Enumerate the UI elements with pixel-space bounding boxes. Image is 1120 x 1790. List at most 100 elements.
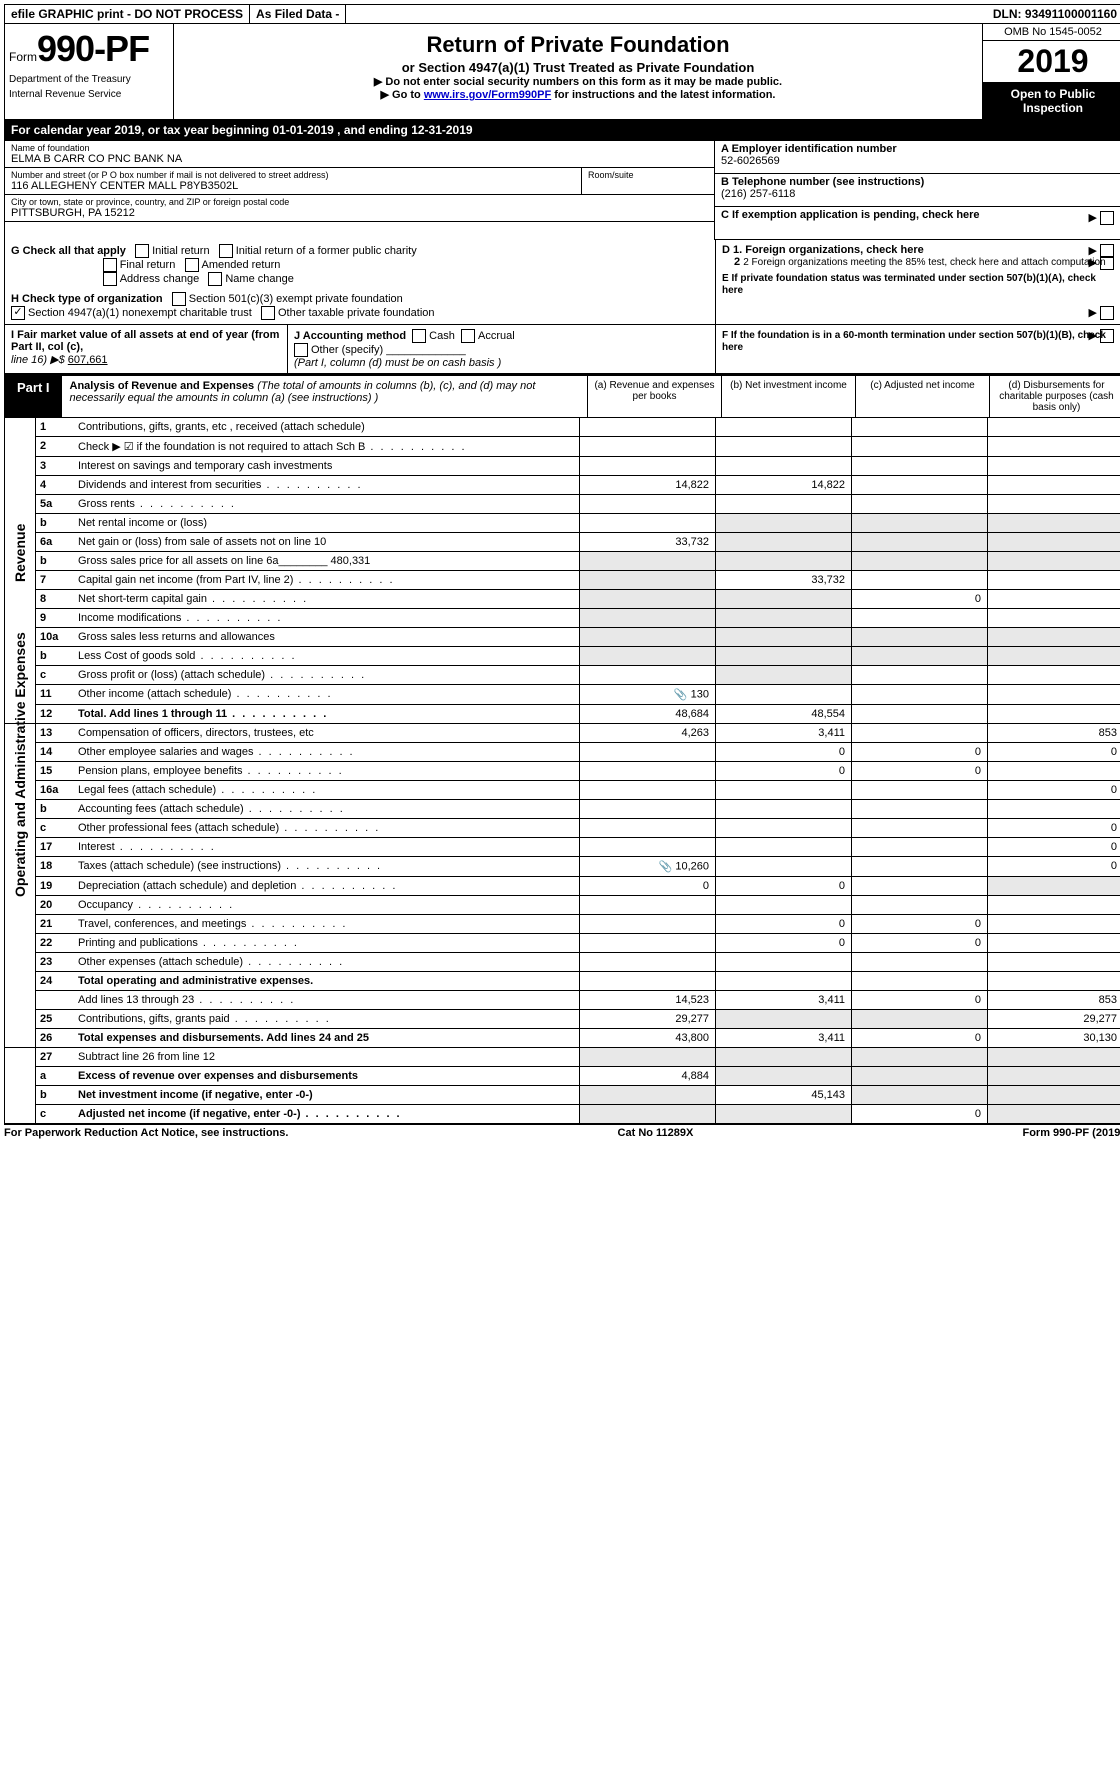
table-row: Revenue1Contributions, gifts, grants, et… bbox=[5, 418, 1120, 437]
line-desc: Gross rents bbox=[74, 495, 580, 514]
amount-cell: 33,732 bbox=[580, 533, 716, 552]
amount-cell bbox=[988, 590, 1120, 609]
amount-cell bbox=[852, 781, 988, 800]
amount-cell bbox=[852, 647, 988, 666]
amount-cell bbox=[988, 418, 1120, 437]
amount-cell: 0 bbox=[716, 915, 852, 934]
amount-cell bbox=[716, 1010, 852, 1029]
checkbox-c[interactable] bbox=[1100, 211, 1114, 225]
checkbox-d2[interactable] bbox=[1100, 256, 1114, 270]
header-mid: Return of Private Foundation or Section … bbox=[174, 24, 982, 119]
amount-cell: 0 bbox=[852, 1029, 988, 1048]
table-row: aExcess of revenue over expenses and dis… bbox=[5, 1067, 1120, 1086]
checkbox-f[interactable] bbox=[1100, 329, 1114, 343]
checkbox-name[interactable] bbox=[208, 272, 222, 286]
amount-cell bbox=[852, 514, 988, 533]
line-desc: Other professional fees (attach schedule… bbox=[74, 819, 580, 838]
line-number: 24 bbox=[36, 972, 75, 991]
line-desc: Subtract line 26 from line 12 bbox=[74, 1048, 580, 1067]
amount-cell: 45,143 bbox=[716, 1086, 852, 1105]
part1-desc: Analysis of Revenue and Expenses (The to… bbox=[62, 376, 588, 417]
line-number: 12 bbox=[36, 705, 75, 724]
checkbox-cash[interactable] bbox=[412, 329, 426, 343]
amount-cell: 14,822 bbox=[580, 476, 716, 495]
amount-cell bbox=[852, 495, 988, 514]
checkbox-other-tax[interactable] bbox=[261, 306, 275, 320]
col-b-hdr: (b) Net investment income bbox=[722, 376, 856, 417]
line-desc: Total operating and administrative expen… bbox=[74, 972, 580, 991]
table-row: 25Contributions, gifts, grants paid29,27… bbox=[5, 1010, 1120, 1029]
amount-cell bbox=[852, 896, 988, 915]
amount-cell: 3,411 bbox=[716, 724, 852, 743]
line-desc: Net gain or (loss) from sale of assets n… bbox=[74, 533, 580, 552]
line-desc: Printing and publications bbox=[74, 934, 580, 953]
checkbox-accrual[interactable] bbox=[461, 329, 475, 343]
line-desc: Other expenses (attach schedule) bbox=[74, 953, 580, 972]
amount-cell bbox=[716, 418, 852, 437]
checkbox-address[interactable] bbox=[103, 272, 117, 286]
line-number: 19 bbox=[36, 877, 75, 896]
amount-cell: 29,277 bbox=[580, 1010, 716, 1029]
amount-cell bbox=[988, 915, 1120, 934]
line-number: 4 bbox=[36, 476, 75, 495]
amount-cell bbox=[580, 1086, 716, 1105]
checkbox-initial[interactable] bbox=[135, 244, 149, 258]
line-number: 16a bbox=[36, 781, 75, 800]
line-number: 23 bbox=[36, 953, 75, 972]
line-desc: Legal fees (attach schedule) bbox=[74, 781, 580, 800]
amount-cell bbox=[852, 628, 988, 647]
amount-cell: 0 bbox=[580, 877, 716, 896]
table-row: 10aGross sales less returns and allowanc… bbox=[5, 628, 1120, 647]
amount-cell bbox=[852, 418, 988, 437]
amount-cell bbox=[852, 666, 988, 685]
table-row: 7Capital gain net income (from Part IV, … bbox=[5, 571, 1120, 590]
amount-cell bbox=[988, 647, 1120, 666]
amount-cell bbox=[716, 514, 852, 533]
line-desc: Occupancy bbox=[74, 896, 580, 915]
table-row: 22Printing and publications00 bbox=[5, 934, 1120, 953]
line-number: 21 bbox=[36, 915, 75, 934]
checkbox-e[interactable] bbox=[1100, 306, 1114, 320]
open-inspection: Open to Public Inspection bbox=[983, 83, 1120, 119]
amount-cell bbox=[580, 972, 716, 991]
attachment-icon[interactable]: 📎 bbox=[674, 688, 688, 701]
amount-cell bbox=[852, 533, 988, 552]
line-number: b bbox=[36, 800, 75, 819]
form-number: Form990-PF bbox=[9, 28, 169, 70]
line-desc: Net investment income (if negative, ente… bbox=[74, 1086, 580, 1105]
amount-cell bbox=[852, 609, 988, 628]
amount-cell bbox=[852, 1010, 988, 1029]
line-number: b bbox=[36, 552, 75, 571]
irs-link[interactable]: www.irs.gov/Form990PF bbox=[424, 89, 551, 101]
line-desc: Other employee salaries and wages bbox=[74, 743, 580, 762]
line-number: 27 bbox=[36, 1048, 75, 1067]
line-number: 8 bbox=[36, 590, 75, 609]
amount-cell: 4,263 bbox=[580, 724, 716, 743]
amount-cell: 0 bbox=[852, 1105, 988, 1124]
table-row: 23Other expenses (attach schedule) bbox=[5, 953, 1120, 972]
checkbox-amended[interactable] bbox=[185, 258, 199, 272]
amount-cell bbox=[716, 685, 852, 705]
attachment-icon[interactable]: 📎 bbox=[659, 860, 673, 873]
table-row: Operating and Administrative Expenses13C… bbox=[5, 724, 1120, 743]
amount-cell: 0 bbox=[716, 743, 852, 762]
form-title: Return of Private Foundation bbox=[180, 32, 976, 58]
checkbox-initial-former[interactable] bbox=[219, 244, 233, 258]
side-label: Operating and Administrative Expenses bbox=[5, 724, 36, 1048]
amount-cell bbox=[580, 762, 716, 781]
table-row: 9Income modifications bbox=[5, 609, 1120, 628]
checkbox-4947[interactable]: ✓ bbox=[11, 306, 25, 320]
amount-cell bbox=[580, 819, 716, 838]
table-row: 2Check ▶ ☑ if the foundation is not requ… bbox=[5, 437, 1120, 457]
amount-cell bbox=[852, 571, 988, 590]
checkbox-final[interactable] bbox=[103, 258, 117, 272]
line-number: a bbox=[36, 1067, 75, 1086]
table-row: 18Taxes (attach schedule) (see instructi… bbox=[5, 857, 1120, 877]
amount-cell bbox=[988, 533, 1120, 552]
checkbox-501c3[interactable] bbox=[172, 292, 186, 306]
line-number: 1 bbox=[36, 418, 75, 437]
info-grid: Name of foundation ELMA B CARR CO PNC BA… bbox=[4, 141, 1120, 240]
table-row: 4Dividends and interest from securities1… bbox=[5, 476, 1120, 495]
table-row: 17Interest0 bbox=[5, 838, 1120, 857]
checkbox-other-acct[interactable] bbox=[294, 343, 308, 357]
